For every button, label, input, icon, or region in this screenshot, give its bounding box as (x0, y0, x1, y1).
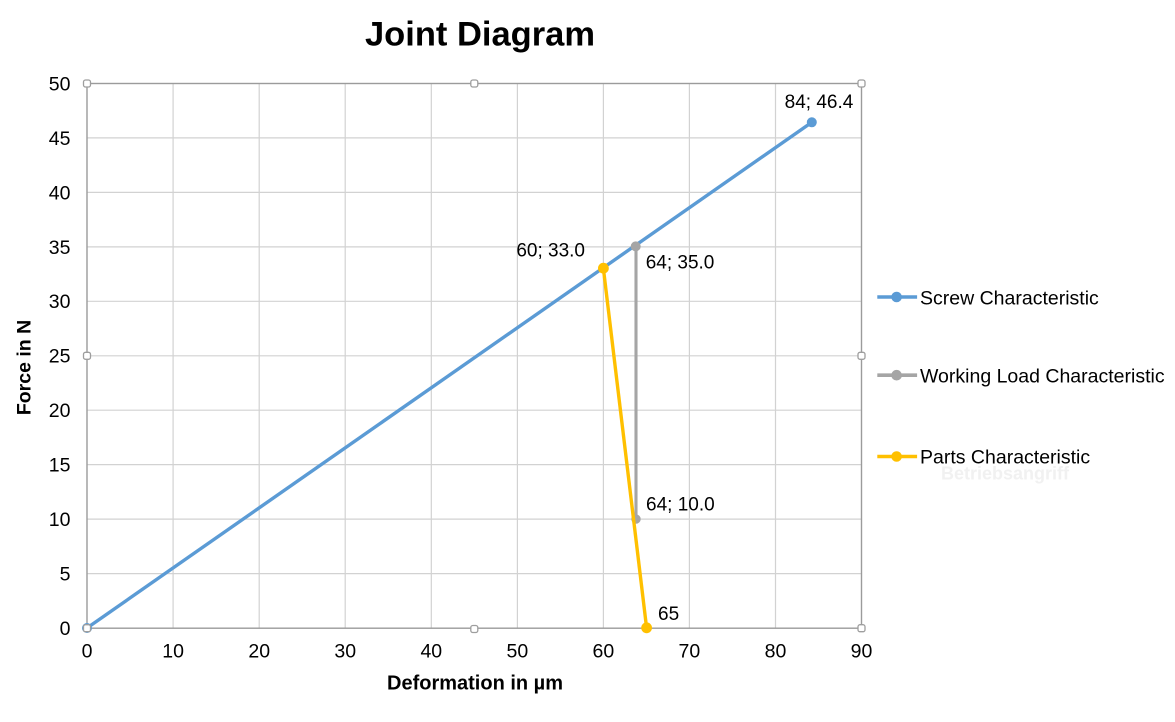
svg-text:25: 25 (49, 346, 71, 368)
svg-text:80: 80 (765, 641, 787, 663)
svg-text:35: 35 (49, 237, 71, 259)
svg-text:40: 40 (420, 641, 442, 663)
svg-text:Screw Characteristic: Screw Characteristic (920, 287, 1099, 309)
svg-text:20: 20 (49, 400, 71, 422)
svg-text:64; 35.0: 64; 35.0 (646, 252, 715, 273)
svg-text:30: 30 (334, 641, 356, 663)
svg-text:Deformation in µm: Deformation in µm (387, 673, 563, 695)
svg-text:60; 33.0: 60; 33.0 (516, 241, 585, 262)
svg-text:Joint Diagram: Joint Diagram (365, 15, 595, 53)
svg-text:40: 40 (49, 182, 71, 204)
svg-text:10: 10 (162, 641, 184, 663)
svg-text:Force in N: Force in N (14, 320, 36, 415)
svg-text:20: 20 (248, 641, 270, 663)
svg-text:65: 65 (658, 604, 679, 625)
svg-text:64; 10.0: 64; 10.0 (646, 495, 715, 516)
svg-text:5: 5 (60, 564, 71, 586)
svg-text:Working Load Characteristic: Working Load Characteristic (920, 365, 1165, 387)
svg-text:84; 46.4: 84; 46.4 (785, 92, 854, 113)
svg-text:50: 50 (507, 641, 529, 663)
svg-text:30: 30 (49, 291, 71, 313)
svg-text:90: 90 (851, 641, 873, 663)
svg-text:0: 0 (60, 618, 71, 640)
svg-text:0: 0 (82, 641, 93, 663)
svg-text:Parts Characteristic: Parts Characteristic (920, 447, 1090, 469)
svg-text:15: 15 (49, 455, 71, 477)
svg-text:10: 10 (49, 509, 71, 531)
svg-text:Betriebsangriff: Betriebsangriff (941, 464, 1070, 484)
svg-text:60: 60 (593, 641, 615, 663)
svg-text:50: 50 (49, 73, 71, 95)
svg-text:70: 70 (679, 641, 701, 663)
svg-text:45: 45 (49, 128, 71, 150)
